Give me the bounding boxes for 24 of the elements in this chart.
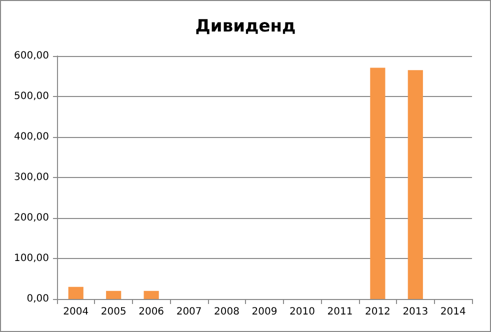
bar xyxy=(408,70,423,299)
chart-title: Дивиденд xyxy=(195,16,296,36)
bar xyxy=(370,68,386,299)
x-tick-label: 2011 xyxy=(327,306,353,318)
x-tick-label: 2004 xyxy=(63,306,89,318)
y-tick-label: 400,00 xyxy=(14,132,49,142)
y-tick-label: 0,00 xyxy=(26,294,49,304)
x-tick-label: 2014 xyxy=(440,306,466,318)
x-tick-label: 2012 xyxy=(364,306,390,318)
bar xyxy=(106,290,122,299)
bar xyxy=(68,286,84,299)
x-tick-label: 2013 xyxy=(402,306,428,318)
x-tick-label: 2007 xyxy=(176,306,202,318)
x-tick-label: 2009 xyxy=(252,306,278,318)
bar xyxy=(144,290,159,299)
y-tick-label: 200,00 xyxy=(14,212,49,224)
x-tick-label: 2008 xyxy=(214,306,240,318)
y-tick-label: 100,00 xyxy=(14,253,49,264)
y-tick-label: 300,00 xyxy=(14,172,49,183)
x-tick-label: 2005 xyxy=(100,306,126,318)
x-tick-label: 2010 xyxy=(290,306,315,318)
y-tick-label: 500,00 xyxy=(14,91,49,102)
x-tick-label: 2006 xyxy=(138,306,164,318)
y-tick-label: 600,00 xyxy=(14,50,49,62)
